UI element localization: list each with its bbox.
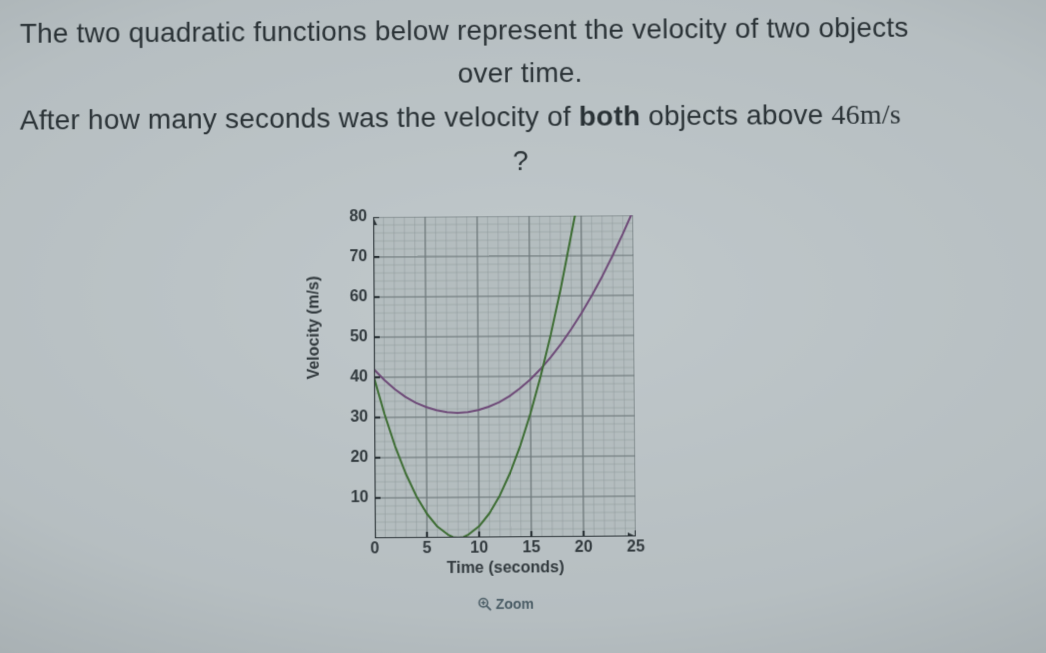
y-tick-label: 80 xyxy=(333,208,367,226)
question-line-3-value: 46m/s xyxy=(831,99,901,130)
x-axis-label: Time (seconds) xyxy=(375,559,636,579)
y-tick-label: 50 xyxy=(334,328,368,346)
y-tick-label: 30 xyxy=(334,409,368,427)
chart-figure: Velocity (m/s) 1020304050607080 05101520… xyxy=(305,215,739,630)
y-axis-label: Velocity (m/s) xyxy=(305,276,323,380)
y-tick-label: 40 xyxy=(334,368,368,386)
x-axis-ticks: 0510152025 xyxy=(375,538,636,560)
question-block: The two quadratic functions below repres… xyxy=(4,5,1038,186)
y-tick-label: 20 xyxy=(334,449,368,467)
question-line-3-bold: both xyxy=(579,100,641,131)
chart-svg xyxy=(373,215,636,538)
question-line-1: The two quadratic functions below repres… xyxy=(4,5,1036,55)
question-line-2: over time. xyxy=(4,48,1037,98)
x-tick-label: 15 xyxy=(522,539,540,557)
y-tick-label: 60 xyxy=(333,288,367,306)
zoom-icon xyxy=(478,597,492,611)
plot-area xyxy=(373,215,636,538)
page: The two quadratic functions below repres… xyxy=(0,0,1046,653)
y-tick-label: 10 xyxy=(334,489,368,507)
x-tick-label: 0 xyxy=(370,540,379,558)
x-tick-label: 5 xyxy=(423,540,432,558)
y-tick-label: 70 xyxy=(333,248,367,266)
x-tick-label: 10 xyxy=(470,539,488,557)
x-tick-label: 20 xyxy=(575,539,593,557)
zoom-label: Zoom xyxy=(496,596,534,612)
zoom-button[interactable]: Zoom xyxy=(375,595,636,613)
question-line-3-post: objects above xyxy=(640,99,831,131)
x-tick-label: 25 xyxy=(627,538,645,556)
question-line-3-pre: After how many seconds was the velocity … xyxy=(20,101,579,136)
y-axis-ticks: 1020304050607080 xyxy=(333,217,369,538)
question-line-4: ? xyxy=(4,136,1038,187)
question-line-3: After how many seconds was the velocity … xyxy=(4,91,1037,142)
